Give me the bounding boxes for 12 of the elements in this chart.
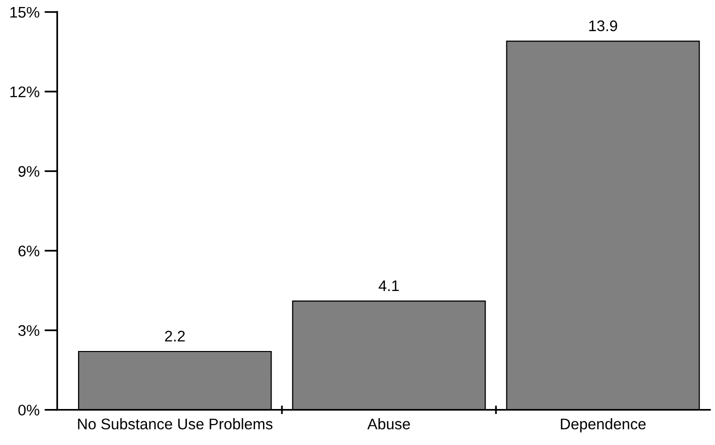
x-tick-label: Abuse [367,418,410,430]
x-tick-label: Dependence [560,418,646,432]
y-tick-label: 0% [18,404,40,416]
data-label: 2.2 [165,330,185,342]
y-tick-label: 15% [10,6,40,18]
y-tick-label: 6% [18,246,40,256]
data-label: 13.9 [589,20,618,32]
y-tick-label: 9% [18,166,40,177]
data-label: 4.1 [378,280,399,291]
y-tick-label: 12% [10,86,40,98]
y-tick-label: 3% [18,325,40,336]
x-tick-label: No Substance Use Problems [78,418,272,430]
